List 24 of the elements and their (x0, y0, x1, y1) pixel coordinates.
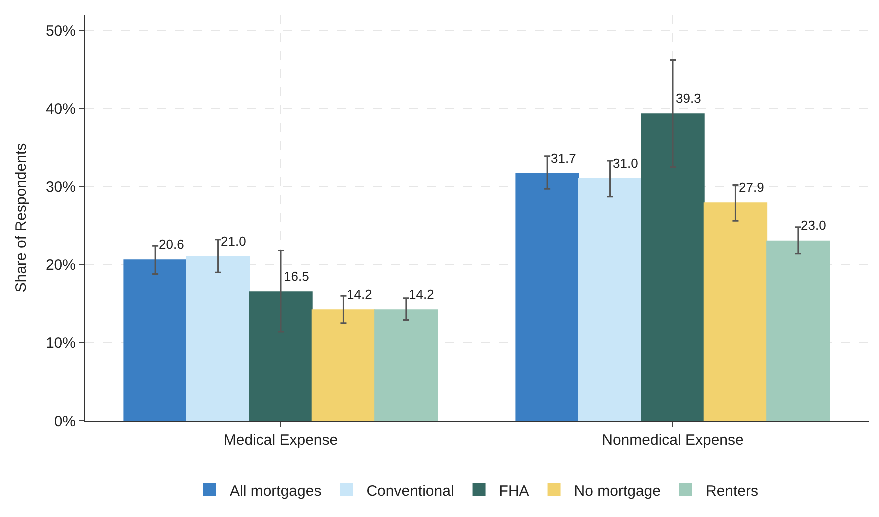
legend-label: No mortgage (574, 482, 661, 500)
data-label: 20.6 (159, 237, 184, 252)
x-tick-label: Medical Expense (224, 432, 338, 449)
legend-label: Renters (706, 482, 759, 500)
data-label: 21.0 (221, 234, 246, 249)
y-tick-label: 0% (54, 413, 76, 430)
y-tick-label: 40% (46, 100, 76, 118)
y-axis-title: Share of Respondents (13, 143, 30, 293)
data-label: 23.0 (801, 218, 826, 233)
y-tick-label: 10% (46, 335, 76, 352)
y-tick-label: 50% (46, 22, 76, 40)
legend-label: FHA (499, 482, 530, 500)
y-tick-label: 20% (46, 257, 76, 274)
data-label: 31.0 (613, 156, 638, 171)
data-label: 31.7 (551, 151, 576, 166)
data-label: 14.2 (347, 287, 372, 302)
data-label: 27.9 (739, 180, 764, 195)
x-tick-label: Nonmedical Expense (602, 432, 744, 449)
legend-label: All mortgages (230, 482, 322, 500)
legend-label: Conventional (366, 482, 454, 500)
data-label: 39.3 (676, 91, 702, 106)
data-label: 16.5 (284, 269, 310, 284)
data-label: 14.2 (409, 287, 434, 302)
y-tick-label: 30% (46, 179, 76, 196)
